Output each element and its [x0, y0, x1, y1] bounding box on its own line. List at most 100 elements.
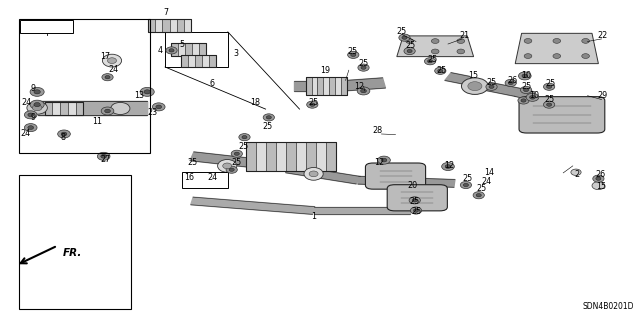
Bar [19, 175, 131, 309]
Text: 10: 10 [521, 71, 531, 80]
Ellipse shape [473, 192, 484, 199]
Text: 4: 4 [157, 46, 163, 55]
Ellipse shape [508, 81, 513, 85]
Ellipse shape [413, 209, 419, 212]
Text: 27: 27 [100, 155, 111, 164]
Text: 12: 12 [444, 161, 454, 170]
Ellipse shape [461, 78, 488, 94]
Text: 25: 25 [308, 98, 319, 107]
Ellipse shape [431, 39, 439, 43]
Text: 23: 23 [147, 108, 157, 117]
Text: 6: 6 [210, 79, 215, 88]
Ellipse shape [406, 39, 413, 43]
Bar [296, 142, 306, 171]
Text: 25: 25 [544, 95, 554, 104]
Ellipse shape [445, 165, 451, 168]
Ellipse shape [266, 116, 271, 119]
Polygon shape [314, 207, 410, 214]
FancyBboxPatch shape [165, 32, 228, 67]
Text: 25: 25 [358, 59, 369, 68]
Bar [286, 142, 296, 171]
Ellipse shape [28, 113, 34, 117]
Text: 25: 25 [521, 82, 531, 91]
Bar [170, 19, 177, 32]
Bar [45, 102, 83, 115]
Ellipse shape [582, 39, 589, 43]
Text: 13: 13 [134, 91, 145, 100]
Ellipse shape [518, 72, 531, 80]
Ellipse shape [348, 51, 359, 58]
Ellipse shape [144, 90, 150, 94]
Text: 17: 17 [100, 52, 111, 61]
Text: 3: 3 [233, 49, 238, 58]
Ellipse shape [357, 87, 370, 95]
Ellipse shape [27, 101, 47, 114]
Ellipse shape [553, 39, 561, 43]
Ellipse shape [399, 34, 410, 41]
Ellipse shape [28, 126, 34, 130]
Polygon shape [338, 78, 385, 91]
Bar [276, 142, 286, 171]
Text: 14: 14 [484, 168, 495, 177]
Text: 25: 25 [262, 122, 273, 131]
Text: 25: 25 [232, 158, 242, 167]
Ellipse shape [34, 90, 40, 94]
Ellipse shape [101, 154, 106, 158]
Ellipse shape [226, 166, 237, 173]
Text: 19: 19 [320, 66, 330, 75]
Text: 29: 29 [598, 91, 608, 100]
Text: 20: 20 [408, 181, 418, 190]
Ellipse shape [553, 54, 561, 58]
Ellipse shape [530, 95, 536, 99]
Polygon shape [528, 105, 566, 119]
Text: 25: 25 [411, 207, 421, 216]
Text: 12: 12 [355, 82, 365, 91]
Ellipse shape [407, 49, 412, 53]
Text: 25: 25 [187, 158, 197, 167]
Text: 9: 9 [31, 84, 36, 93]
Ellipse shape [406, 49, 413, 54]
Bar [163, 19, 170, 32]
Ellipse shape [102, 54, 122, 67]
Text: 25: 25 [238, 142, 248, 151]
Polygon shape [358, 176, 410, 186]
Ellipse shape [97, 152, 110, 160]
Ellipse shape [105, 76, 110, 79]
Ellipse shape [242, 136, 247, 139]
Text: 25: 25 [397, 27, 407, 36]
Text: 25: 25 [486, 78, 497, 87]
Polygon shape [38, 101, 147, 115]
Ellipse shape [526, 93, 539, 101]
Ellipse shape [460, 182, 472, 189]
Bar [209, 55, 216, 67]
Ellipse shape [424, 58, 436, 65]
Text: 15: 15 [468, 71, 479, 80]
Ellipse shape [438, 69, 443, 72]
FancyBboxPatch shape [365, 163, 426, 189]
Ellipse shape [543, 101, 555, 108]
Bar [330, 77, 335, 95]
Text: 25: 25 [427, 56, 437, 64]
Ellipse shape [404, 48, 415, 55]
Ellipse shape [108, 58, 116, 63]
Ellipse shape [435, 67, 446, 74]
Polygon shape [285, 166, 361, 184]
Ellipse shape [381, 158, 387, 162]
FancyBboxPatch shape [519, 97, 605, 133]
Polygon shape [191, 197, 315, 214]
Ellipse shape [412, 199, 417, 202]
Ellipse shape [547, 85, 552, 88]
Ellipse shape [361, 66, 366, 69]
Bar [246, 142, 336, 171]
Text: 24: 24 [481, 177, 492, 186]
Ellipse shape [24, 111, 37, 119]
Text: 25: 25 [476, 184, 486, 193]
Ellipse shape [524, 39, 532, 43]
Ellipse shape [361, 89, 366, 93]
Ellipse shape [234, 152, 239, 155]
Ellipse shape [310, 103, 315, 106]
Bar [172, 43, 206, 56]
Bar [19, 19, 150, 153]
Text: 12: 12 [374, 158, 384, 167]
Text: 24: 24 [22, 98, 32, 107]
